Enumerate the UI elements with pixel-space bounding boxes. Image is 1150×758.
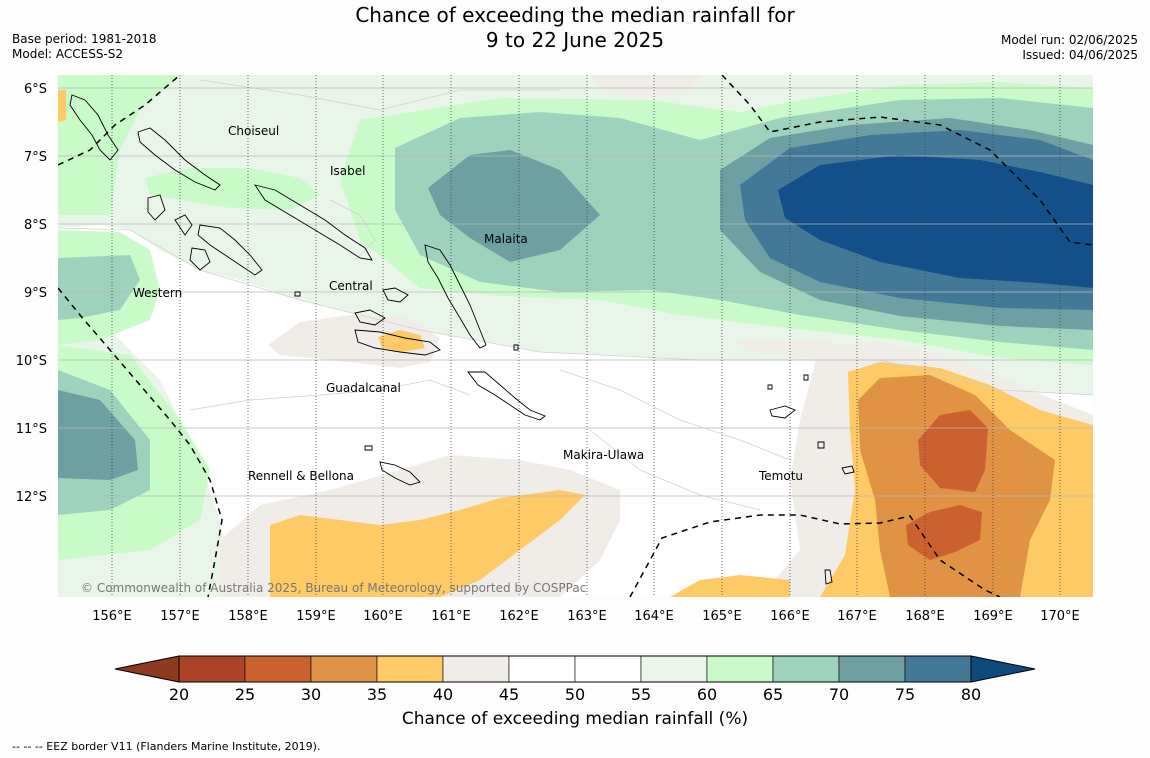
province-label-central: Central [329,279,373,293]
province-label-isabel: Isabel [330,164,365,178]
model-info: Base period: 1981-2018 Model: ACCESS-S2 [12,32,157,62]
lat-label: 10°S [16,354,47,369]
province-labels: Choiseul Isabel Malaita Western Central … [133,124,803,483]
lon-label: 165°E [702,609,742,624]
latitude-labels: 6°S 7°S 8°S 9°S 10°S 11°S 12°S [16,82,47,505]
lon-label: 156°E [92,609,132,624]
model-name: Model: ACCESS-S2 [12,47,124,61]
eez-border [58,75,1093,597]
eez-legend-note: -- -- -- EEZ border V11 (Flanders Marine… [12,740,321,753]
province-label-malaita: Malaita [484,232,528,246]
colorbar-segment [376,655,444,683]
colorbar-segment [508,655,576,683]
colorbar-under-arrow [114,655,180,683]
title-line-2: 9 to 22 June 2025 [485,28,665,52]
colorbar-tick-label: 20 [169,685,189,704]
colorbar-segment [244,655,312,683]
colorbar-segment [640,655,708,683]
rainfall-probability-field [58,75,1093,597]
colorbar-segment [772,655,840,683]
lon-label: 160°E [363,609,403,624]
province-label-guadalcanal: Guadalcanal [326,381,401,395]
colorbar-segment [442,655,510,683]
lat-label: 7°S [24,150,47,165]
province-label-choiseul: Choiseul [228,124,279,138]
lon-label: 170°E [1040,609,1080,624]
lon-label: 158°E [228,609,268,624]
colorbar-title: Chance of exceeding median rainfall (%) [401,709,749,729]
colorbar-tick-label: 65 [763,685,783,704]
colorbar-segment [904,655,972,683]
copyright-notice: © Commonwealth of Australia 2025, Bureau… [81,581,586,595]
colorbar-tick-label: 75 [895,685,915,704]
lon-label: 166°E [770,609,810,624]
graticule [58,75,1093,597]
lon-label: 157°E [160,609,200,624]
colorbar-tick-label: 45 [499,685,519,704]
map-title: Chance of exceeding the median rainfall … [0,3,1150,53]
lon-label: 159°E [296,609,336,624]
lon-label: 162°E [499,609,539,624]
lat-label: 12°S [16,490,47,505]
lat-label: 11°S [16,422,47,437]
lon-label: 163°E [567,609,607,624]
colorbar-tick-label: 70 [829,685,849,704]
colorbar-segment [706,655,774,683]
colorbar-segment [574,655,642,683]
colorbar-segment [838,655,906,683]
colorbar-over-arrow [970,655,1036,683]
colorbar-tick-label: 80 [961,685,981,704]
colorbar-segment [178,655,246,683]
province-label-western: Western [133,286,182,300]
lat-label: 6°S [24,82,47,97]
coastlines [69,94,855,585]
base-period: Base period: 1981-2018 [12,32,157,46]
colorbar-segment [310,655,378,683]
province-label-rennell: Rennell & Bellona [248,469,354,483]
province-label-makira: Makira-Ulawa [563,448,644,462]
province-label-temotu: Temotu [758,469,803,483]
colorbar-tick-label: 30 [301,685,321,704]
lon-label: 161°E [431,609,471,624]
lat-label: 8°S [24,218,47,233]
lon-label: 167°E [837,609,877,624]
title-line-1: Chance of exceeding the median rainfall … [355,3,795,27]
lon-label: 164°E [634,609,674,624]
lat-label: 9°S [24,286,47,301]
colorbar-tick-label: 50 [565,685,585,704]
colorbar-tick-label: 25 [235,685,255,704]
model-run-date: Model run: 02/06/2025 [1000,33,1138,47]
lon-label: 169°E [973,609,1013,624]
lon-label: 168°E [905,609,945,624]
colorbar-tick-label: 60 [697,685,717,704]
colorbar-tick-label: 35 [367,685,387,704]
colorbar-tick-label: 40 [433,685,453,704]
colorbar: 20 25 30 35 40 45 50 55 60 65 70 75 80 [114,655,1036,704]
run-info: Model run: 02/06/2025 Issued: 04/06/2025 [1001,33,1138,63]
issued-date: Issued: 04/06/2025 [1022,48,1138,62]
colorbar-tick-label: 55 [631,685,651,704]
longitude-labels: 156°E 157°E 158°E 159°E 160°E 161°E 162°… [92,609,1080,624]
